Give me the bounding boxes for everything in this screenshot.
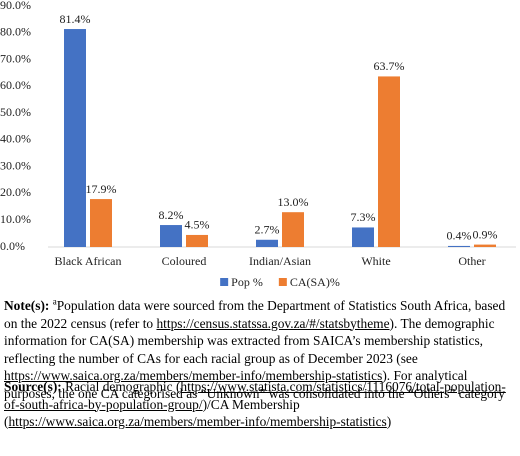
legend-label: Pop % [231,275,263,289]
y-tick-label: 10.0% [0,212,31,226]
y-tick-label: 40.0% [0,132,31,146]
x-tick-label: Other [458,254,485,268]
y-tick-label: 50.0% [0,105,31,119]
y-tick-label: 70.0% [0,51,31,65]
bar [256,239,278,247]
link[interactable]: https://www.saica.org.za/members/member-… [4,368,383,384]
note-text: ). The demographic information for CA(SA… [4,315,495,366]
y-tick-label: 20.0% [0,185,31,199]
legend-label: CA(SA)% [290,275,340,289]
bar [160,225,182,247]
data-label: 7.3% [351,210,376,224]
data-label: 63.7% [374,59,405,73]
legend-swatch [278,278,287,286]
sources: Source(s): Racial demographic (https://w… [4,378,516,431]
y-tick-label: 80.0% [0,25,31,39]
x-tick-label: Black African [55,254,122,268]
legend-swatch [220,278,229,286]
note-text: )/CA Membership ( [4,396,300,430]
note-text: Racial demographic ( [65,379,181,394]
bar [352,227,374,247]
data-label: 81.4% [60,12,91,26]
x-tick-label: Coloured [162,254,207,268]
x-tick-label: White [361,254,390,268]
chart: 0.0% 10.0% 20.0% 30.0% 40.0% 50.0% 60.0% 70.0% 8… [0,0,516,289]
data-label: 4.5% [185,218,210,232]
sources-label: Source(s): [4,379,62,394]
note-text: ) [386,414,392,430]
bar [282,212,304,247]
data-label: 8.2% [159,208,184,222]
data-label: 2.7% [255,223,280,237]
data-label: 17.9% [86,182,117,196]
bar [378,76,400,247]
data-label: 0.4% [447,229,472,243]
bar [474,244,496,247]
note-text: ). For analytical purposes, the one CA c… [4,368,505,401]
x-tick-label: Indian/Asian [249,254,311,268]
data-label: 13.0% [278,195,309,209]
y-tick-label: 30.0% [0,158,31,172]
note-text: Population data were sourced from the De… [4,298,506,331]
notes: Note(s): aPopulation data were sourced f… [4,297,516,403]
notes-label: Note(s): [4,298,50,313]
link[interactable]: https://www.statista.com/statistics/1116… [4,379,506,412]
y-tick-label: 90.0% [0,0,31,12]
y-tick-label: 60.0% [0,78,31,92]
link[interactable]: https://census.statssa.gov.za/#/statsbyt… [156,315,390,331]
bar [448,245,470,247]
bar [186,234,208,247]
bar [90,199,112,247]
bar [64,29,86,248]
footnote-marker: a [52,296,57,307]
legend: Pop % CA(SA)% [220,275,340,289]
link[interactable]: https://www.saica.org.za/members/member-… [8,414,387,430]
data-label: 0.9% [473,227,498,241]
y-tick-label: 0.0% [0,239,25,253]
